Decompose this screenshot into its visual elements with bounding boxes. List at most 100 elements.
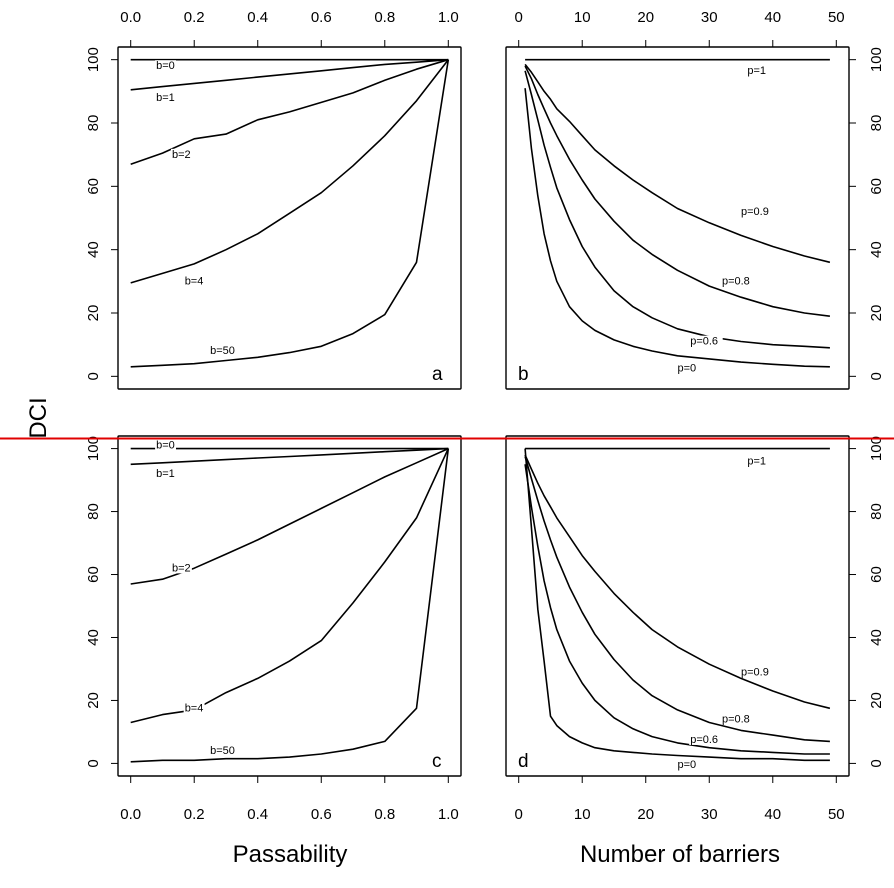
x-tick-label: 0.0 xyxy=(120,806,141,823)
series-label: b=0 xyxy=(156,440,175,452)
series-line-p-0 xyxy=(524,448,830,762)
series-label: p=0 xyxy=(678,759,697,771)
x-tick-label: 0 xyxy=(515,806,523,823)
series-line-b-4 xyxy=(130,448,450,724)
x-tick-label: 50 xyxy=(828,9,845,26)
x-tick-label: 0 xyxy=(515,9,523,26)
series-line-p-0-6 xyxy=(524,464,830,755)
series-line-b-50 xyxy=(130,448,450,763)
y-tick-label: 100 xyxy=(868,47,885,72)
y-tick-label: 40 xyxy=(85,241,102,258)
series-line-b-50 xyxy=(130,59,450,368)
plot-frame xyxy=(505,46,850,390)
series-label: b=50 xyxy=(210,345,235,357)
x-tick-label: 10 xyxy=(574,9,591,26)
x-tick-label: 0.2 xyxy=(184,9,205,26)
series-label: p=0.8 xyxy=(722,276,750,288)
series-label-backdrop xyxy=(676,362,698,374)
y-tick-label: 40 xyxy=(868,241,885,258)
x-tick-label: 0.6 xyxy=(311,806,332,823)
series-label-backdrop xyxy=(720,713,755,725)
x-tick-label: 40 xyxy=(764,806,781,823)
series-label: b=0 xyxy=(156,60,175,72)
plot-frame xyxy=(117,435,462,777)
x-tick-label: 0.2 xyxy=(184,806,205,823)
series-line-p-0-9 xyxy=(524,63,831,264)
y-axis-title: DCI xyxy=(25,397,52,438)
x-axis-title-left: Passability xyxy=(233,841,348,868)
panel-letter: c xyxy=(432,751,442,772)
x-tick-label: 30 xyxy=(701,9,718,26)
x-tick-label: 10 xyxy=(574,806,591,823)
series-label-backdrop xyxy=(676,759,698,771)
series-label: b=2 xyxy=(172,562,191,574)
series-label-backdrop xyxy=(689,335,723,347)
y-tick-label: 100 xyxy=(85,47,102,72)
y-tick-label: 80 xyxy=(868,115,885,132)
y-tick-label: 60 xyxy=(868,566,885,583)
series-line-p-0-9 xyxy=(524,454,831,710)
panel-letter: a xyxy=(432,364,443,385)
y-tick-label: 80 xyxy=(85,115,102,132)
series-line-b-2 xyxy=(130,58,449,165)
y-tick-label: 0 xyxy=(85,372,102,380)
plot-frame xyxy=(117,46,462,390)
x-tick-label: 0.4 xyxy=(247,806,268,823)
series-label: p=0.9 xyxy=(741,206,769,218)
series-label-backdrop xyxy=(170,148,192,160)
y-tick-label: 60 xyxy=(85,178,102,195)
series-line-b-1 xyxy=(130,58,449,91)
y-tick-label: 40 xyxy=(868,629,885,646)
series-label-backdrop xyxy=(746,64,768,76)
series-label-backdrop xyxy=(209,744,237,756)
series-label: b=50 xyxy=(210,745,235,757)
series-line-b-1 xyxy=(130,447,449,466)
y-tick-label: 0 xyxy=(868,759,885,767)
series-label-backdrop xyxy=(155,439,177,451)
series-label-backdrop xyxy=(740,666,774,678)
series-label-backdrop xyxy=(209,345,237,357)
series-label: b=2 xyxy=(172,149,191,161)
series-line-p-0 xyxy=(524,88,830,368)
series-label-backdrop xyxy=(155,91,177,103)
x-tick-label: 1.0 xyxy=(438,806,459,823)
series-label: p=0 xyxy=(678,363,697,375)
series-label: p=1 xyxy=(747,65,766,77)
x-tick-label: 0.4 xyxy=(247,9,268,26)
series-label-backdrop xyxy=(183,702,205,714)
y-tick-label: 80 xyxy=(868,503,885,520)
x-tick-label: 1.0 xyxy=(438,9,459,26)
series-label: p=0.6 xyxy=(690,336,718,348)
y-tick-label: 0 xyxy=(868,372,885,380)
series-label: p=0.6 xyxy=(690,734,718,746)
x-axis-title-right: Number of barriers xyxy=(580,841,780,868)
series-label-backdrop xyxy=(746,455,768,467)
series-line-b-4 xyxy=(130,59,449,284)
x-tick-label: 40 xyxy=(764,9,781,26)
series-line-p-0-6 xyxy=(524,70,830,349)
y-tick-label: 80 xyxy=(85,503,102,520)
x-tick-label: 50 xyxy=(828,806,845,823)
series-label: p=1 xyxy=(747,455,766,467)
y-tick-label: 20 xyxy=(868,692,885,709)
series-label: p=0.8 xyxy=(722,713,750,725)
panel-b: 0 10 20 30 40 50 0 20 40 60 80 100 p=1 p=0.9 p=0.8 p=0.… xyxy=(505,9,885,390)
series-label: b=4 xyxy=(185,702,204,714)
y-tick-label: 60 xyxy=(868,178,885,195)
panel-c: 0.0 0.2 0.4 0.6 0.8 1.0 0 20 40 60 80 100 b=0 b=1 b=2 b… xyxy=(85,435,462,823)
x-tick-label: 0.8 xyxy=(374,806,395,823)
y-tick-label: 40 xyxy=(85,629,102,646)
y-tick-label: 100 xyxy=(868,436,885,461)
series-label-backdrop xyxy=(720,275,755,287)
series-label-backdrop xyxy=(170,562,192,574)
series-line-p-0-8 xyxy=(524,456,830,743)
plot-frame xyxy=(505,435,850,777)
panel-d: 0 10 20 30 40 50 0 20 40 60 80 100 p=1 p=0.9 p=0.8 p=0.… xyxy=(505,435,885,823)
series-line-p-0-8 xyxy=(524,65,831,317)
x-tick-label: 30 xyxy=(701,806,718,823)
y-tick-label: 0 xyxy=(85,759,102,767)
series-label: b=1 xyxy=(156,468,175,480)
panel-a: 0.0 0.2 0.4 0.6 0.8 1.0 0 20 40 60 80 100 b=0 b=1 b=2 b… xyxy=(85,9,462,390)
